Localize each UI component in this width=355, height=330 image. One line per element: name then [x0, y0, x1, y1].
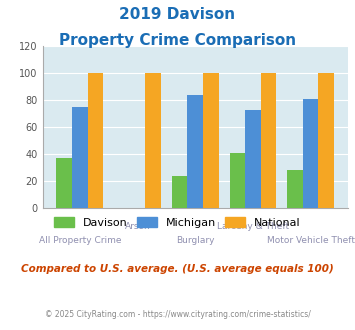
Text: 2019 Davison: 2019 Davison — [119, 7, 236, 21]
Text: © 2025 CityRating.com - https://www.cityrating.com/crime-statistics/: © 2025 CityRating.com - https://www.city… — [45, 310, 310, 319]
Text: Property Crime Comparison: Property Crime Comparison — [59, 33, 296, 48]
Text: Larceny & Theft: Larceny & Theft — [217, 222, 289, 231]
Bar — [56, 158, 72, 208]
Bar — [145, 73, 161, 208]
Text: All Property Crime: All Property Crime — [39, 236, 121, 245]
Bar — [287, 170, 303, 208]
Bar — [318, 73, 334, 208]
Text: Burglary: Burglary — [176, 236, 214, 245]
Bar — [261, 73, 276, 208]
Bar — [72, 107, 88, 208]
Legend: Davison, Michigan, National: Davison, Michigan, National — [50, 213, 305, 232]
Bar — [245, 110, 261, 208]
Bar — [303, 99, 318, 208]
Text: Compared to U.S. average. (U.S. average equals 100): Compared to U.S. average. (U.S. average … — [21, 264, 334, 274]
Bar — [172, 176, 187, 208]
Bar — [88, 73, 103, 208]
Bar — [230, 153, 245, 208]
Text: Arson: Arson — [125, 222, 151, 231]
Bar — [187, 95, 203, 208]
Text: Motor Vehicle Theft: Motor Vehicle Theft — [267, 236, 355, 245]
Bar — [203, 73, 219, 208]
